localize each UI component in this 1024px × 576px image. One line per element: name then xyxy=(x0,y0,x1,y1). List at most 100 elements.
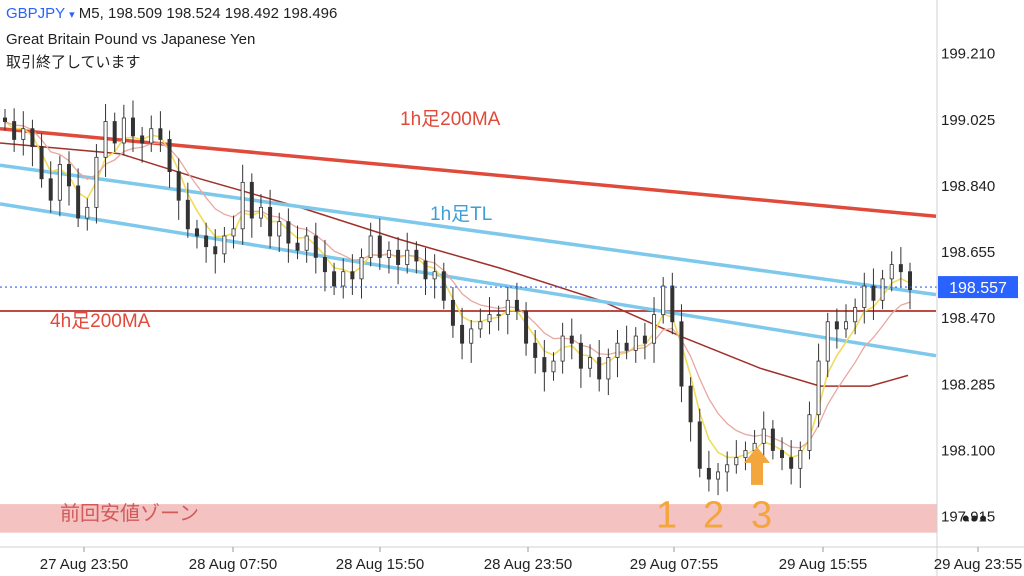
ohlc-values: 198.509 198.524 198.492 198.496 xyxy=(107,5,338,22)
candle-body xyxy=(130,117,135,137)
candle-body xyxy=(286,221,291,244)
candle-body xyxy=(460,324,465,344)
slow-ma-line xyxy=(0,142,909,387)
symbol-header[interactable]: GBPJPY ▾ M5, 198.509 198.524 198.492 198… xyxy=(6,5,337,22)
market-status: 取引終了しています xyxy=(6,54,141,71)
price-tick-label: 198.655 xyxy=(941,244,995,261)
current-price-badge-bg xyxy=(938,276,1018,299)
candle-body xyxy=(844,321,849,330)
candle-body xyxy=(368,235,373,258)
candle-body xyxy=(377,235,382,258)
candle-body xyxy=(103,121,108,158)
candle-body xyxy=(688,385,693,423)
candle-body xyxy=(652,314,657,344)
candle-body xyxy=(533,342,538,358)
candle-body xyxy=(249,181,254,219)
candle-body xyxy=(743,450,748,459)
candle-body xyxy=(396,249,401,265)
price-axis[interactable]: 199.210 199.025 198.840 198.655 198.470 198.2… xyxy=(941,46,995,526)
candle-body xyxy=(560,335,565,362)
candle-body xyxy=(661,285,666,316)
candle-body xyxy=(112,121,117,144)
candle-body xyxy=(871,285,876,301)
candle-body xyxy=(30,128,35,147)
trendline-upper xyxy=(0,163,937,297)
candle-body xyxy=(770,428,775,451)
candle-body xyxy=(39,146,44,180)
candle-body xyxy=(853,307,858,323)
chevron-down-icon[interactable]: ▾ xyxy=(69,9,75,21)
candle-body xyxy=(341,271,346,287)
candle-body xyxy=(908,271,913,290)
candle-body xyxy=(889,264,894,280)
candle-body xyxy=(258,206,263,219)
candle-body xyxy=(615,342,620,358)
candle-body xyxy=(12,121,17,140)
time-tick-label: 29 Aug 07:55 xyxy=(630,556,718,573)
candle-body xyxy=(85,206,90,219)
annotation-number-3: 3 xyxy=(751,494,772,536)
time-tick-label: 29 Aug 15:55 xyxy=(779,556,867,573)
candle-body xyxy=(597,357,602,380)
candle-body xyxy=(542,357,547,373)
candle-body xyxy=(94,156,99,208)
candle-body xyxy=(670,285,675,323)
ohlc-separator: , xyxy=(99,5,108,22)
candle-body xyxy=(734,457,739,466)
up-arrow-icon xyxy=(744,446,770,485)
annotation-number-1: 1 xyxy=(656,494,677,536)
plot-area[interactable] xyxy=(0,0,937,547)
price-tick-label: 199.025 xyxy=(941,112,995,129)
time-axis[interactable]: 27 Aug 23:50 28 Aug 07:50 28 Aug 15:50 28 A… xyxy=(40,547,1022,573)
candle-body xyxy=(496,314,501,317)
candle-body xyxy=(222,235,227,255)
candle-body xyxy=(725,464,730,473)
candle-body xyxy=(21,128,26,140)
candle-body xyxy=(569,335,574,344)
candle-body xyxy=(48,178,53,201)
candle-body xyxy=(469,328,474,344)
symbol-description: Great Britain Pound vs Japanese Yen xyxy=(6,31,256,48)
candle-body xyxy=(633,335,638,351)
candle-body xyxy=(359,257,364,280)
candle-body xyxy=(898,264,903,273)
time-tick-label: 27 Aug 23:50 xyxy=(40,556,128,573)
candle-body xyxy=(834,321,839,330)
candle-body xyxy=(322,257,327,273)
candle-body xyxy=(158,128,163,140)
candle-body xyxy=(66,164,71,187)
annotation-1h-200ma: 1h足200MA xyxy=(400,109,501,130)
annotation-1h-tl: 1h足TL xyxy=(430,204,492,225)
candle-body xyxy=(780,450,785,459)
annotation-4h-200ma: 4h足200MA xyxy=(50,311,151,332)
time-tick-label: 28 Aug 15:50 xyxy=(336,556,424,573)
candle-body xyxy=(304,235,309,251)
symbol-name[interactable]: GBPJPY xyxy=(6,5,65,22)
annotations: 1h足200MA 1h足TL 4h足200MA 前回安値ゾーン 1 2 3 xyxy=(50,109,772,536)
candle-body xyxy=(807,414,812,451)
candle-body xyxy=(405,249,410,265)
candle-body xyxy=(386,249,391,258)
trendline-lower xyxy=(0,202,937,358)
candle-body xyxy=(825,321,830,362)
candle-body xyxy=(450,299,455,326)
candle-body xyxy=(761,428,766,444)
candle-body xyxy=(642,335,647,344)
candle-body xyxy=(185,199,190,230)
fast-ma-line xyxy=(4,120,911,459)
price-tick-label: 197.915 xyxy=(941,509,995,526)
candle-body xyxy=(487,314,492,323)
candle-body xyxy=(697,421,702,469)
price-tick-label: 198.100 xyxy=(941,442,995,459)
indicator-lines xyxy=(0,120,937,459)
more-menu-icon[interactable]: ••• xyxy=(961,506,988,531)
candle-body xyxy=(204,235,209,248)
candle-body xyxy=(706,467,711,480)
timeframe-label[interactable]: M5 xyxy=(78,5,100,22)
price-tick-label: 198.840 xyxy=(941,178,995,195)
price-tick-label: 199.210 xyxy=(941,46,995,63)
candle-body xyxy=(816,360,821,416)
candle-body xyxy=(862,285,867,308)
candle-body xyxy=(606,357,611,380)
